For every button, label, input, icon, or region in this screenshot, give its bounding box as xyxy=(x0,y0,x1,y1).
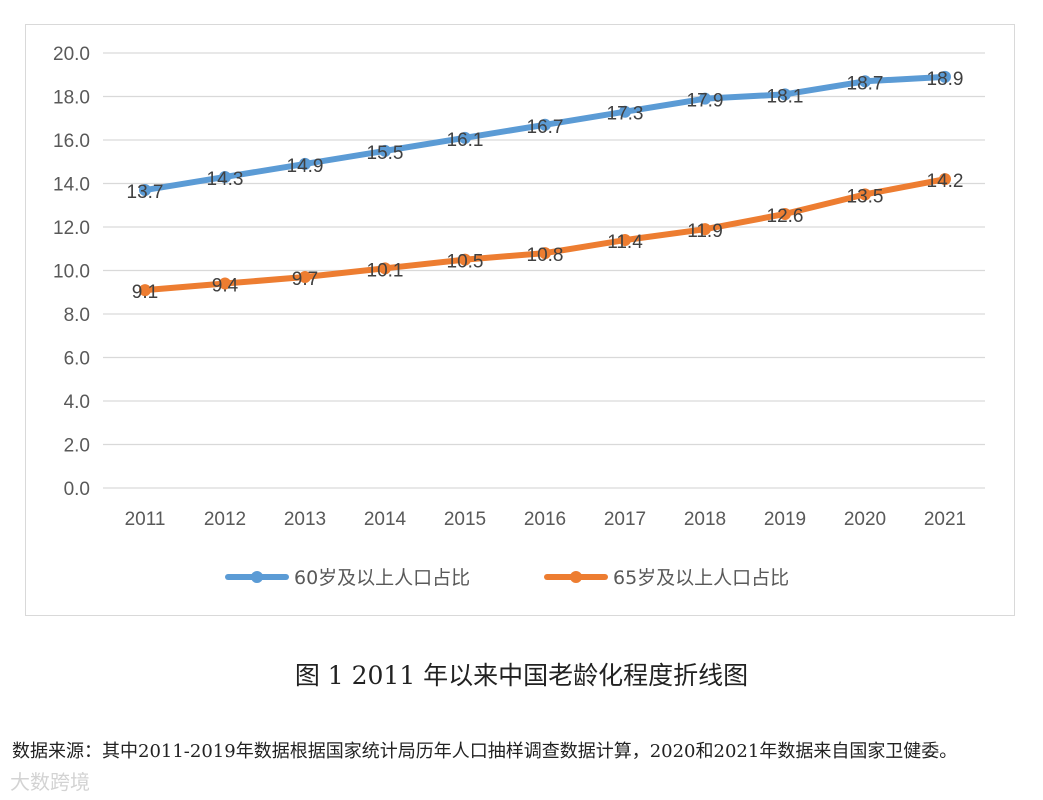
x-tick-label: 2011 xyxy=(125,509,166,530)
data-label: 10.1 xyxy=(367,260,404,281)
data-point xyxy=(219,170,231,183)
data-point xyxy=(219,277,231,290)
chart-frame xyxy=(25,24,1015,616)
source-note: 数据来源：其中2011-2019年数据根据国家统计局历年人口抽样调查数据计算，2… xyxy=(12,741,958,762)
data-label: 9.1 xyxy=(132,282,158,303)
y-tick-label: 12.0 xyxy=(53,218,90,239)
y-tick-label: 14.0 xyxy=(53,175,90,196)
data-point xyxy=(939,173,951,186)
x-tick-label: 2020 xyxy=(844,509,886,530)
data-label: 17.3 xyxy=(607,104,644,125)
data-label: 14.2 xyxy=(927,171,964,192)
data-point xyxy=(379,262,391,275)
data-point xyxy=(699,223,711,236)
data-label: 16.7 xyxy=(527,117,564,138)
x-tick-label: 2017 xyxy=(604,509,646,530)
line-chart: 0.0 2.0 4.0 6.0 8.0 10.0 12.0 14.0 16.0 18.0 20.0 2… xyxy=(53,44,985,589)
data-point xyxy=(939,70,951,83)
data-point xyxy=(459,253,471,266)
data-label: 9.7 xyxy=(292,269,318,290)
data-label: 18.7 xyxy=(847,73,884,94)
data-point xyxy=(379,144,391,157)
series-line-2 xyxy=(142,176,948,294)
legend-label: 60岁及以上人口占比 xyxy=(294,567,470,589)
data-label: 18.9 xyxy=(927,69,964,90)
figure-caption: 图 1 2011 年以来中国老龄化程度折线图 xyxy=(294,661,749,690)
data-label: 10.5 xyxy=(447,252,484,273)
data-point xyxy=(619,234,631,247)
data-label: 11.9 xyxy=(687,221,723,242)
y-tick-label: 18.0 xyxy=(53,88,90,109)
data-label: 14.9 xyxy=(287,156,324,177)
legend-label: 65岁及以上人口占比 xyxy=(613,567,789,589)
y-tick-label: 2.0 xyxy=(64,436,90,457)
x-tick-label: 2021 xyxy=(924,509,966,530)
data-point xyxy=(299,157,311,170)
data-label: 9.4 xyxy=(212,276,239,297)
data-point xyxy=(139,184,151,197)
data-point xyxy=(539,118,551,131)
y-tick-label: 16.0 xyxy=(53,131,90,152)
x-tick-label: 2012 xyxy=(204,509,246,530)
x-tick-label: 2015 xyxy=(444,509,486,530)
data-point xyxy=(859,188,871,201)
y-tick-label: 20.0 xyxy=(53,44,90,65)
data-label: 11.4 xyxy=(607,232,643,253)
legend-swatch-marker xyxy=(251,571,263,583)
x-tick-label: 2019 xyxy=(764,509,806,530)
data-point xyxy=(139,284,151,297)
data-label: 13.7 xyxy=(127,182,164,203)
data-label: 10.8 xyxy=(527,245,564,266)
x-tick-label: 2014 xyxy=(364,509,407,530)
data-point xyxy=(299,271,311,284)
data-label: 14.3 xyxy=(207,169,244,190)
data-point xyxy=(859,75,871,88)
data-point xyxy=(779,88,791,101)
y-tick-label: 0.0 xyxy=(64,479,90,500)
x-tick-label: 2016 xyxy=(524,509,566,530)
data-label: 15.5 xyxy=(367,143,404,164)
data-label: 17.9 xyxy=(687,91,724,112)
x-tick-label: 2013 xyxy=(284,509,326,530)
data-label: 12.6 xyxy=(767,206,804,227)
data-point xyxy=(779,207,791,220)
data-point xyxy=(539,247,551,260)
y-tick-label: 6.0 xyxy=(64,349,90,370)
legend-swatch-marker xyxy=(570,571,582,583)
data-point xyxy=(699,92,711,105)
watermark-logo: 大数跨境 xyxy=(10,770,90,794)
data-label: 18.1 xyxy=(767,86,804,107)
y-tick-label: 8.0 xyxy=(64,305,90,326)
y-tick-label: 4.0 xyxy=(64,392,90,413)
data-point xyxy=(459,131,471,144)
data-label: 13.5 xyxy=(847,186,884,207)
y-tick-label: 10.0 xyxy=(53,262,90,283)
data-label: 16.1 xyxy=(447,130,484,151)
data-point xyxy=(619,105,631,118)
x-tick-label: 2018 xyxy=(684,509,726,530)
